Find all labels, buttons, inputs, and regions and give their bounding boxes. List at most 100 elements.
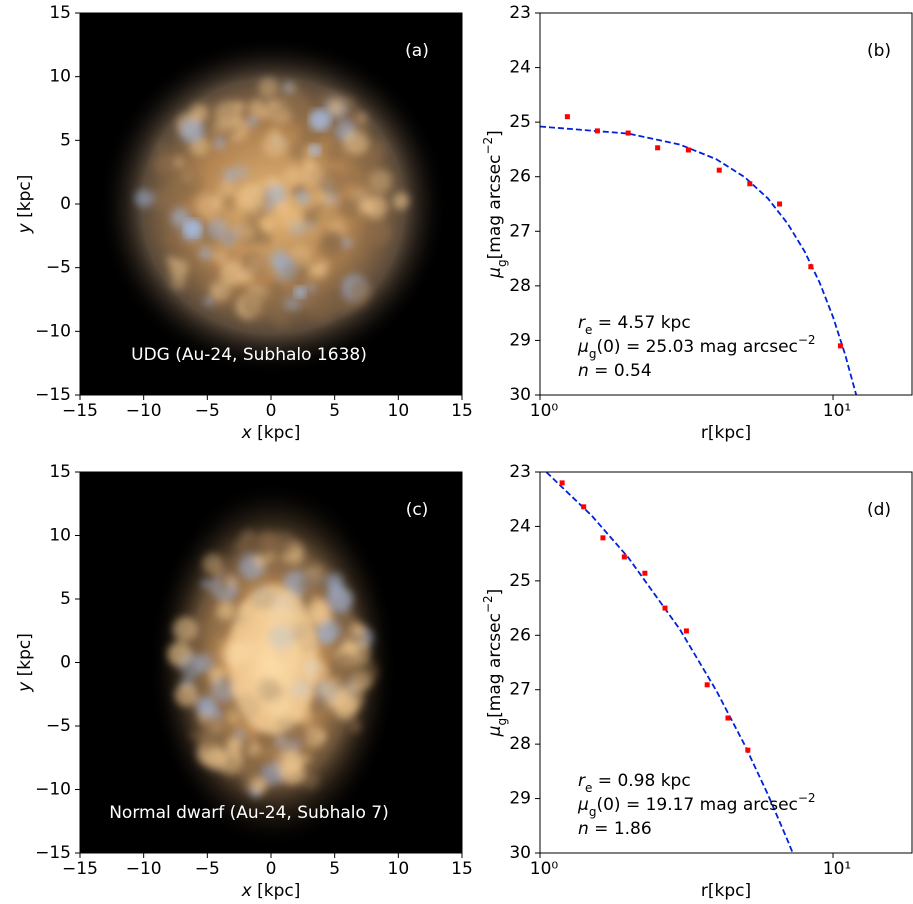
- y-tick-label: 25: [509, 571, 531, 591]
- texture-blob: [333, 694, 358, 720]
- y-tick-label: 29: [509, 789, 531, 809]
- x-tick-label: 15: [451, 401, 473, 421]
- data-point: [600, 535, 606, 541]
- texture-blob: [283, 165, 304, 187]
- texture-blob: [307, 600, 332, 625]
- x-tick-label: 0: [266, 401, 277, 421]
- label-part: e: [585, 323, 592, 337]
- texture-blob: [172, 616, 198, 642]
- texture-blob: [169, 258, 189, 278]
- data-point: [625, 130, 631, 136]
- x-tick-label: 0: [266, 859, 277, 879]
- annotation: μg(0) = 25.03 mag arcsec−2: [577, 333, 816, 361]
- label-part: g: [495, 718, 509, 726]
- galaxy-texture: [134, 77, 410, 329]
- texture-blob: [392, 192, 410, 209]
- texture-blob: [327, 586, 353, 613]
- y-tick-label: 28: [509, 734, 531, 754]
- texture-blob: [157, 143, 166, 152]
- texture-blob: [219, 707, 232, 720]
- texture-blob: [270, 532, 297, 559]
- data-point: [745, 747, 751, 753]
- label-part: g: [589, 805, 597, 819]
- data-point: [621, 554, 627, 560]
- label-part: g: [495, 259, 509, 267]
- texture-blob: [318, 169, 346, 197]
- data-point: [685, 147, 691, 153]
- label-part: x: [241, 881, 253, 900]
- texture-blob: [315, 618, 340, 644]
- texture-blob: [255, 183, 265, 193]
- texture-blob: [179, 653, 204, 678]
- data-point: [716, 167, 722, 173]
- y-axis-label: μg[mag arcsec−2]: [481, 589, 509, 738]
- panel-label: (d): [867, 500, 891, 520]
- label-part: x: [241, 423, 253, 443]
- texture-blob: [196, 194, 220, 218]
- texture-blob: [170, 274, 187, 290]
- y-tick-label: 27: [509, 680, 531, 700]
- label-part: [kpc]: [252, 423, 301, 443]
- texture-blob: [262, 220, 274, 232]
- fit-line: [540, 125, 858, 395]
- y-tick-label: 26: [509, 167, 531, 187]
- y-tick-label: 10: [49, 67, 71, 87]
- y-tick-label: 26: [509, 625, 531, 645]
- texture-blob: [325, 193, 338, 206]
- texture-blob: [215, 569, 230, 584]
- label-part: ]: [485, 130, 505, 137]
- texture-blob: [233, 728, 246, 741]
- texture-blob: [189, 104, 208, 123]
- texture-blob: [262, 132, 287, 158]
- texture-blob: [339, 196, 361, 219]
- texture-blob: [273, 257, 297, 281]
- label-part: r[kpc]: [701, 881, 751, 900]
- label-part: y: [15, 681, 35, 693]
- annotation: n = 0.54: [578, 361, 652, 381]
- texture-blob: [247, 116, 258, 127]
- y-tick-label: 15: [49, 462, 71, 482]
- axes-frame: [79, 471, 463, 854]
- x-tick-label: −5: [195, 401, 220, 421]
- data-point: [704, 682, 710, 688]
- texture-blob: [134, 189, 154, 208]
- x-tick-label: 10¹: [823, 859, 851, 879]
- texture-blob: [307, 294, 336, 323]
- annotation: n = 1.86: [578, 819, 652, 839]
- x-tick-label: 10⁰: [530, 859, 559, 879]
- texture-blob: [266, 184, 287, 205]
- texture-blob: [282, 291, 295, 305]
- texture-blob: [332, 651, 360, 679]
- texture-blob: [238, 268, 255, 285]
- texture-blob: [267, 556, 291, 580]
- y-tick-label: 5: [60, 130, 71, 150]
- texture-blob: [201, 579, 211, 589]
- texture-blob: [240, 529, 257, 546]
- x-tick-label: 10: [388, 859, 410, 879]
- texture-blob: [255, 229, 273, 247]
- y-tick-label: 0: [60, 653, 71, 673]
- axes-frame: [539, 12, 913, 396]
- texture-blob: [299, 574, 319, 594]
- x-tick-label: −15: [62, 401, 98, 421]
- texture-blob: [300, 752, 313, 765]
- texture-blob: [267, 100, 276, 109]
- texture-blob: [203, 297, 213, 306]
- texture-blob: [260, 110, 270, 120]
- texture-blob: [232, 164, 249, 181]
- axes-frame: [79, 12, 463, 396]
- y-tick-label: 27: [509, 221, 531, 241]
- texture-blob: [202, 719, 212, 730]
- texture-blob: [153, 188, 174, 210]
- texture-blob: [236, 223, 253, 241]
- texture-blob: [281, 81, 294, 94]
- label-part: μ: [485, 267, 505, 279]
- panel-label: (b): [867, 41, 891, 61]
- label-part: = 4.57 kpc: [592, 313, 690, 333]
- label-part: (0) = 19.17 mag arcsec: [596, 795, 797, 815]
- data-point: [642, 570, 648, 576]
- x-tick-label: −10: [126, 859, 162, 879]
- label-part: [mag arcsec: [485, 155, 505, 260]
- texture-blob: [201, 723, 224, 746]
